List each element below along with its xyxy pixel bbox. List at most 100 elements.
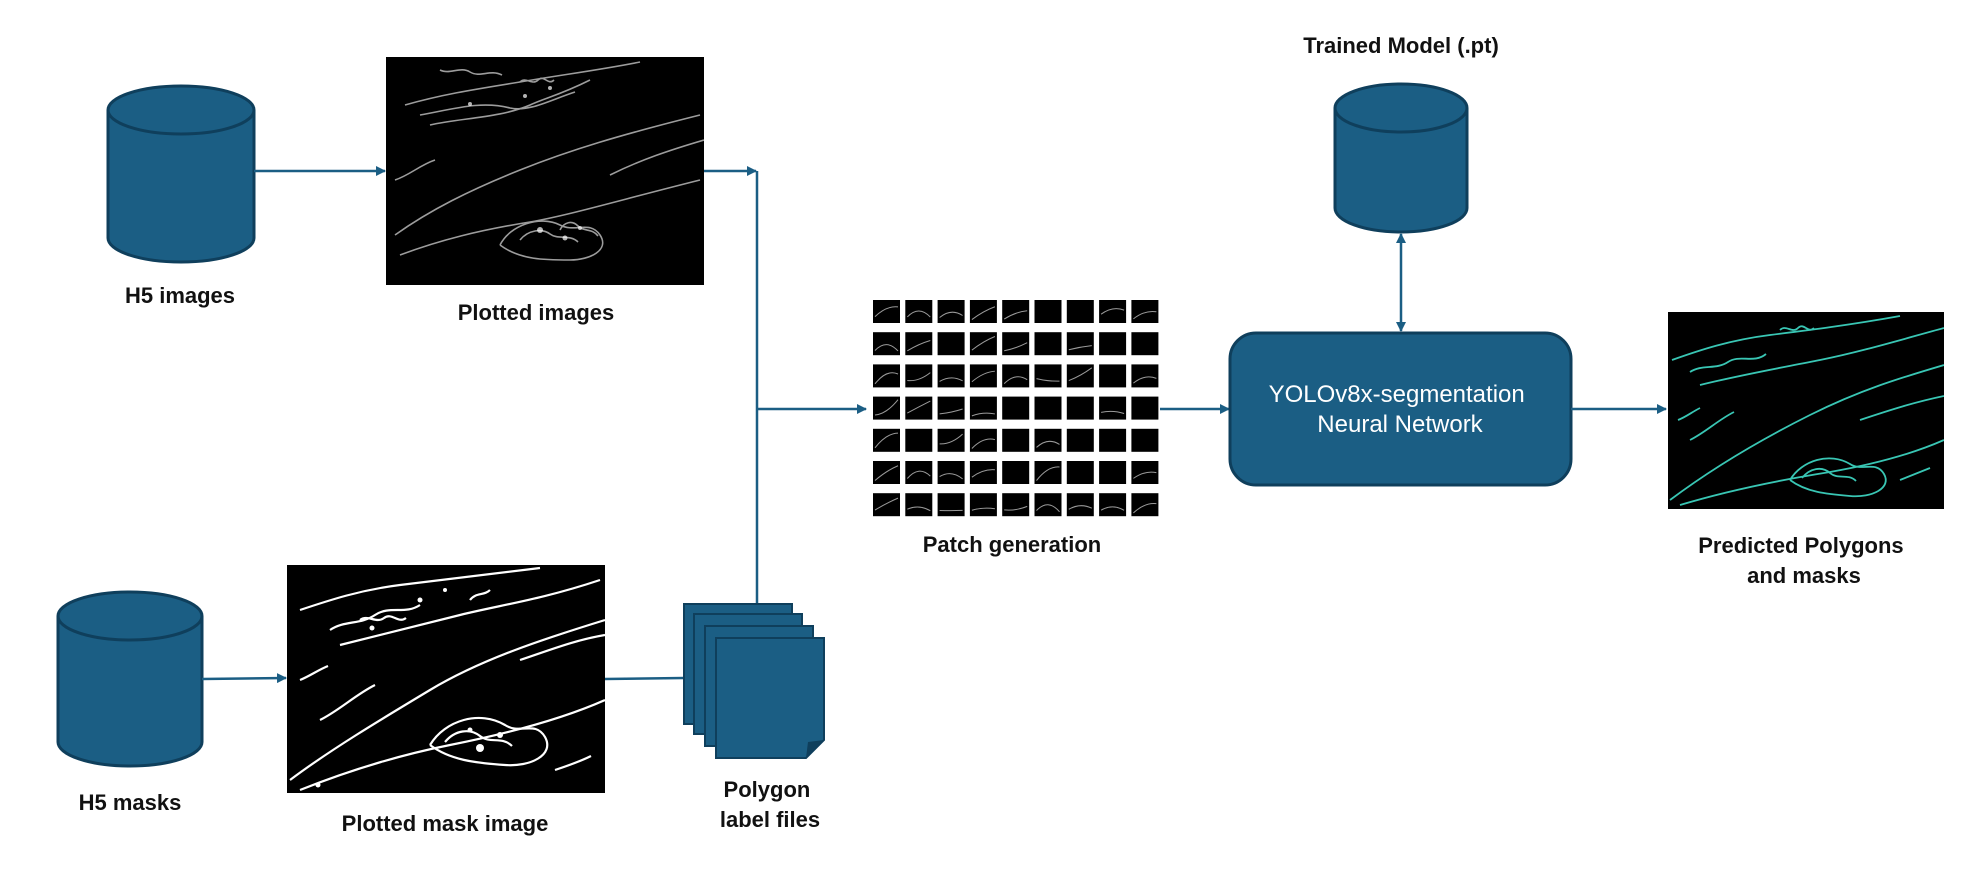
plotted-mask-picture (287, 565, 605, 793)
patch-tile (1066, 428, 1094, 452)
patch-texture (939, 408, 963, 415)
patch-tile (969, 364, 997, 388)
patch-texture (1100, 308, 1125, 315)
patch-tile (1066, 300, 1094, 323)
patch-texture (1068, 345, 1092, 351)
predicted-label-line1: Predicted Polygons (1698, 533, 1903, 558)
patch-texture (971, 438, 996, 449)
patch-tile (905, 428, 933, 452)
patch-tile (1066, 332, 1094, 356)
patch-tile (1002, 428, 1030, 452)
patch-texture (874, 465, 899, 481)
patch-tile (969, 396, 997, 420)
patch-tile (1034, 332, 1062, 356)
patch-texture (971, 507, 995, 511)
patch-tile (1034, 428, 1062, 452)
h5-images-database-icon (106, 84, 256, 264)
patch-tile (937, 493, 965, 517)
patch-tile (905, 396, 933, 420)
patch-texture (874, 306, 899, 317)
patch-tile (969, 332, 997, 356)
patch-texture (1133, 471, 1157, 479)
connector-mask-to-polygon (604, 676, 685, 681)
patch-texture (1004, 342, 1028, 352)
patch-texture (1100, 410, 1125, 414)
patch-texture (906, 470, 931, 479)
patch-texture (939, 433, 963, 445)
h5-masks-database-icon (56, 590, 204, 768)
patch-tile (1034, 396, 1062, 420)
patch-texture (1003, 310, 1028, 320)
patch-tile (937, 332, 965, 356)
patch-texture (971, 336, 996, 351)
patch-tile (1002, 300, 1030, 323)
patch-texture (971, 412, 995, 417)
predicted-label: Predicted Polygons and masks (1698, 533, 1910, 588)
patch-texture (874, 497, 899, 511)
patch-tile (1099, 428, 1127, 452)
patch-tile (1099, 332, 1127, 356)
plotted-images-label: Plotted images (458, 300, 614, 325)
patch-texture (874, 344, 899, 352)
patch-texture (1036, 440, 1060, 448)
patch-tile (1131, 396, 1159, 420)
patch-tile (905, 364, 933, 388)
patch-tile (1131, 300, 1159, 323)
patch-tile (1066, 364, 1094, 388)
patch-texture (874, 372, 899, 385)
patch-tile (1066, 396, 1094, 420)
patch-tile (937, 300, 965, 323)
patch-tile (1131, 428, 1159, 452)
neural-network-label: YOLOv8x-segmentation Neural Network (1269, 381, 1532, 438)
plotted-images-picture (386, 57, 704, 285)
patch-texture (971, 306, 996, 320)
trained-model-database-icon (1333, 82, 1469, 234)
patch-texture (907, 400, 931, 414)
patch-tile (873, 364, 900, 388)
trained-model-label: Trained Model (.pt) (1303, 33, 1499, 58)
patch-tile (969, 493, 997, 517)
h5-masks-label: H5 masks (79, 790, 182, 815)
predicted-polygons-picture (1668, 312, 1944, 509)
patch-tile (873, 428, 900, 452)
patch-texture (1004, 505, 1028, 511)
patch-tile (1002, 461, 1030, 484)
patch-tile (873, 461, 900, 484)
neural-network-label-line1: YOLOv8x-segmentation (1269, 381, 1525, 408)
patch-texture (971, 370, 995, 383)
patch-tile (1002, 396, 1030, 420)
polygon-files-label-line2: label files (720, 807, 820, 832)
patch-tile (937, 396, 965, 420)
patch-tile (905, 332, 933, 356)
patch-tile (1099, 493, 1127, 517)
patch-texture (971, 469, 995, 478)
neural-network-box (1228, 331, 1573, 487)
document-stack-icon (683, 603, 825, 759)
patch-tile (1066, 493, 1094, 517)
patch-tile (873, 332, 900, 356)
polygon-files-label-line1: Polygon (724, 777, 811, 802)
patch-tile (1099, 300, 1127, 323)
patch-tile (1066, 461, 1094, 484)
neural-network-label-line2: Neural Network (1317, 411, 1483, 438)
patch-tile (905, 461, 933, 484)
patch-tile (937, 461, 965, 484)
patch-tile (1034, 300, 1062, 323)
patch-texture (939, 311, 963, 318)
patch-grid (873, 300, 1159, 517)
patch-texture (874, 399, 899, 416)
patch-texture (1133, 376, 1157, 384)
patch-tile (873, 493, 900, 517)
patch-generation-label: Patch generation (923, 532, 1101, 557)
patch-tile (1099, 364, 1127, 388)
patch-tile (1099, 396, 1127, 420)
patch-tile (937, 364, 965, 388)
patch-texture (1068, 505, 1093, 510)
patch-texture (939, 473, 963, 480)
patch-texture (1036, 378, 1060, 382)
patch-texture (907, 372, 931, 382)
patch-texture (906, 310, 931, 318)
patch-tile (1002, 493, 1030, 517)
predicted-label-line2: and masks (1747, 563, 1861, 588)
